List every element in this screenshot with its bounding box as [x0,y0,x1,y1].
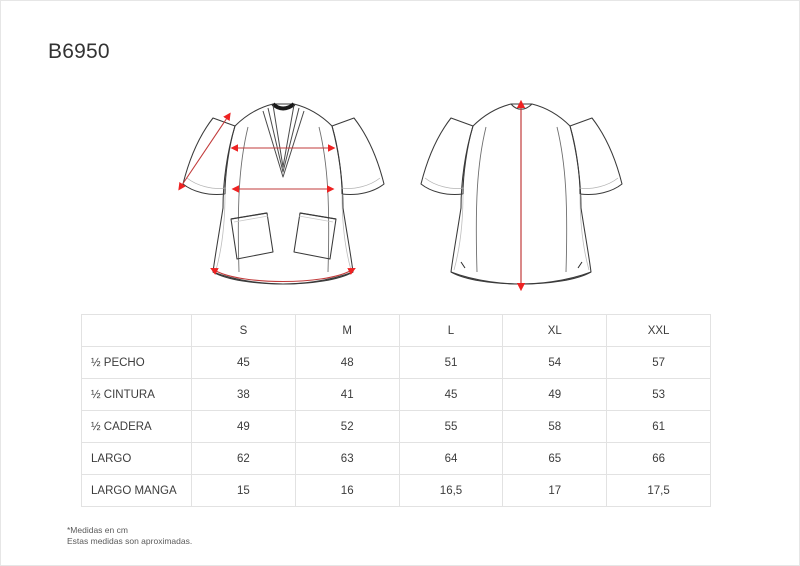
cell-largo-xxl: 66 [606,442,711,475]
cell-cintura-l: 45 [398,378,504,411]
cell-cintura-xxl: 53 [606,378,711,411]
front-measurement-arrows [178,112,356,283]
cell-cadera-l: 55 [398,410,504,443]
cell-cintura-m: 41 [294,378,400,411]
cell-cadera-xl: 58 [502,410,608,443]
footnote-approximate: Estas medidas son aproximadas. [67,536,193,546]
cell-largo-m: 63 [294,442,400,475]
row-label-cadera: ½ CADERA [81,410,192,443]
column-header-m: M [294,314,400,347]
cell-largo-xl: 65 [502,442,608,475]
cell-cintura-xl: 49 [502,378,608,411]
table-row: ½ PECHO 45 48 51 54 57 [81,346,711,379]
size-measurements-table: S M L XL XXL ½ PECHO 45 48 51 54 57 ½ CI… [81,314,711,507]
column-header-l: L [398,314,504,347]
cell-pecho-xxl: 57 [606,346,711,379]
column-header-s: S [191,314,296,347]
cell-largo-manga-l: 16,5 [398,474,504,507]
cell-cadera-m: 52 [294,410,400,443]
footnote-units: *Medidas en cm [67,525,128,535]
row-label-largo-manga: LARGO MANGA [81,474,192,507]
cell-largo-l: 64 [398,442,504,475]
column-header-xl: XL [502,314,608,347]
table-row: LARGO MANGA 15 16 16,5 17 17,5 [81,474,711,507]
table-header-row: S M L XL XXL [81,314,711,347]
cell-pecho-xl: 54 [502,346,608,379]
cell-largo-manga-m: 16 [294,474,400,507]
cell-cadera-s: 49 [191,410,296,443]
table-corner-cell [81,314,192,347]
cell-largo-manga-xl: 17 [502,474,608,507]
column-header-xxl: XXL [606,314,711,347]
table-row: ½ CADERA 49 52 55 58 61 [81,410,711,443]
page-title: B6950 [48,40,110,63]
row-label-cintura: ½ CINTURA [81,378,192,411]
sleeve-length-arrow [178,112,231,191]
row-label-largo: LARGO [81,442,192,475]
cell-largo-s: 62 [191,442,296,475]
cell-pecho-m: 48 [294,346,400,379]
cell-pecho-l: 51 [398,346,504,379]
back-view [420,103,623,285]
cell-cadera-xxl: 61 [606,410,711,443]
hip-width-arrow [210,267,356,283]
row-label-pecho: ½ PECHO [81,346,192,379]
cell-largo-manga-s: 15 [191,474,296,507]
cell-cintura-s: 38 [191,378,296,411]
table-row: LARGO 62 63 64 65 66 [81,442,711,475]
cell-largo-manga-xxl: 17,5 [606,474,711,507]
table-row: ½ CINTURA 38 41 45 49 53 [81,378,711,411]
garment-technical-drawing [178,99,623,292]
front-view [182,102,385,285]
cell-pecho-s: 45 [191,346,296,379]
